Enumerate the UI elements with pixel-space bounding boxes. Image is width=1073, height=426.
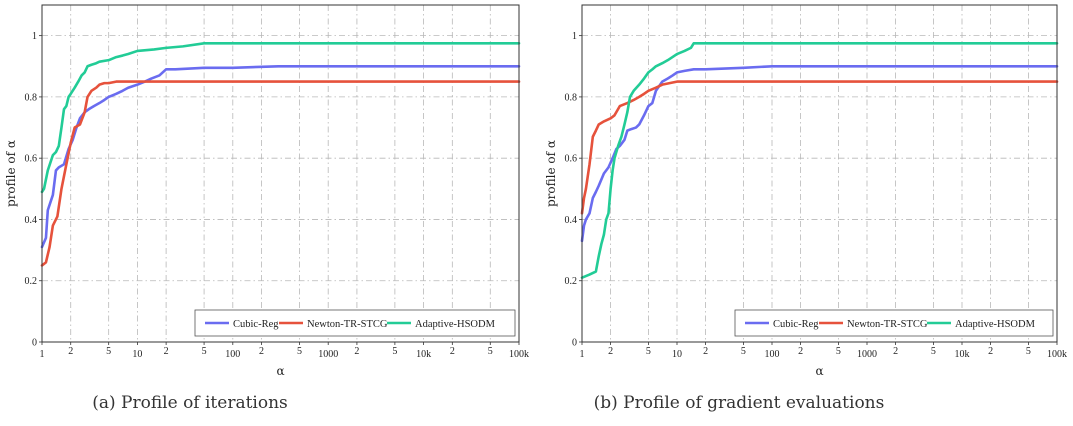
y-tick-label: 0.2 <box>565 276 578 287</box>
x-tick-label: 1000 <box>857 349 877 360</box>
y-tick-label: 0.2 <box>25 276 38 287</box>
panel-gradient-evaluations: 1 2 5 10 2 5 100 2 5 1000 2 5 10k 2 5 100k 0 0.2 0.4 0.6 0.8… <box>544 4 1067 413</box>
x-tick-label: 2 <box>164 346 169 357</box>
x-tick-label: 5 <box>297 346 302 357</box>
y-tick-label: 0.8 <box>565 92 578 103</box>
x-tick-label: 10 <box>672 349 682 360</box>
y-axis-label: profile of α <box>4 140 18 207</box>
legend-label: Adaptive-HSODM <box>955 319 1036 330</box>
legend: Cubic-Reg Newton-TR-STCG Adaptive-HSODM <box>194 309 516 337</box>
plot-area <box>42 5 519 342</box>
figure-caption: (a) Profile of iterations <box>92 393 288 413</box>
x-tick-label: 2 <box>798 346 803 357</box>
x-tick-label: 5 <box>741 346 746 357</box>
x-tick-label: 2 <box>68 346 73 357</box>
x-tick-label: 5 <box>392 346 397 357</box>
y-tick-label: 0.4 <box>565 215 578 226</box>
x-tick-label: 5 <box>836 346 841 357</box>
y-tick-label: 0.6 <box>25 154 38 165</box>
plot-area <box>582 5 1057 342</box>
panel-iterations: 1 2 5 10 2 5 100 2 5 1000 2 5 10k 2 5 100k 0 0.2 0.4 0.6 0.8… <box>4 4 529 413</box>
series-line-cubic-reg <box>580 64 1059 243</box>
x-tick-label: 10k <box>416 349 431 360</box>
plot-frame <box>581 4 1058 343</box>
y-tick-label: 0 <box>572 338 577 349</box>
x-tick-label: 100 <box>225 349 240 360</box>
x-tick-label: 1 <box>40 349 45 360</box>
series-line-adaptive-hsodm <box>580 41 1059 279</box>
x-tick-label: 2 <box>608 346 613 357</box>
y-tick-label: 0.4 <box>25 215 38 226</box>
x-axis-label: α <box>815 364 823 378</box>
x-tick-label: 2 <box>893 346 898 357</box>
plot-frame <box>41 4 520 343</box>
x-tick-label: 5 <box>488 346 493 357</box>
x-tick-label: 5 <box>202 346 207 357</box>
x-tick-label: 10 <box>132 349 142 360</box>
x-tick-label: 100k <box>1047 349 1067 360</box>
x-tick-label: 5 <box>646 346 651 357</box>
series-line-newton-tr-stcg <box>40 80 521 267</box>
x-tick-label: 2 <box>988 346 993 357</box>
y-tick-label: 0 <box>32 338 37 349</box>
x-axis-label: α <box>276 364 284 378</box>
series-line-adaptive-hsodm <box>40 41 521 194</box>
y-tick-label: 1 <box>572 31 577 42</box>
legend-label: Cubic-Reg <box>233 319 279 330</box>
y-tick-label: 0.6 <box>565 154 578 165</box>
legend-label: Adaptive-HSODM <box>415 319 496 330</box>
x-tick-label: 5 <box>1026 346 1031 357</box>
legend-box <box>194 309 516 337</box>
x-tick-label: 1000 <box>318 349 338 360</box>
x-tick-label: 100 <box>765 349 780 360</box>
x-tick-label: 100k <box>509 349 529 360</box>
legend-label: Newton-TR-STCG <box>307 319 388 330</box>
series-line-newton-tr-stcg <box>580 80 1059 215</box>
x-tick-label: 2 <box>703 346 708 357</box>
x-tick-label: 5 <box>931 346 936 357</box>
series-line-cubic-reg <box>40 64 521 249</box>
legend-label: Cubic-Reg <box>773 319 819 330</box>
x-tick-label: 2 <box>259 346 264 357</box>
figure-caption: (b) Profile of gradient evaluations <box>594 393 885 413</box>
x-tick-label: 5 <box>106 346 111 357</box>
x-tick-label: 10k <box>955 349 970 360</box>
legend: Cubic-Reg Newton-TR-STCG Adaptive-HSODM <box>734 309 1054 337</box>
legend-label: Newton-TR-STCG <box>847 319 928 330</box>
legend-box <box>734 309 1054 337</box>
x-tick-label: 2 <box>354 346 359 357</box>
x-tick-label: 2 <box>450 346 455 357</box>
x-tick-label: 1 <box>580 349 585 360</box>
y-tick-label: 1 <box>32 31 37 42</box>
y-tick-label: 0.8 <box>25 92 38 103</box>
y-axis-label: profile of α <box>544 140 558 207</box>
